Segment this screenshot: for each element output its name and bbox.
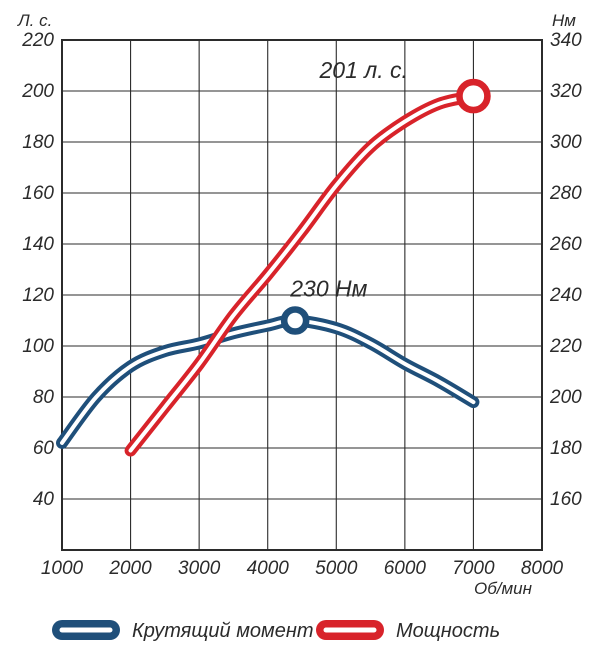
y-right-tick: 240 — [549, 285, 582, 306]
y-left-tick: 80 — [33, 387, 55, 408]
y-left-tick: 160 — [22, 183, 54, 204]
series-power-marker — [459, 82, 487, 110]
y-left-tick: 120 — [22, 285, 54, 306]
x-tick: 4000 — [247, 558, 290, 579]
x-axis-label: Об/мин — [474, 579, 533, 598]
y-right-axis-label: Нм — [552, 11, 576, 30]
y-right-tick: 200 — [549, 387, 582, 408]
legend-label-torque: Крутящий момент — [132, 620, 314, 642]
y-right-tick: 340 — [550, 30, 582, 51]
power-peak-label: 201 л. с. — [319, 57, 408, 83]
x-tick: 2000 — [108, 558, 152, 579]
x-tick: 1000 — [41, 558, 84, 579]
y-left-tick: 60 — [33, 438, 55, 459]
series-group — [62, 82, 487, 450]
y-left-tick: 140 — [22, 234, 54, 255]
y-right-tick: 160 — [550, 489, 582, 510]
x-tick: 6000 — [384, 558, 427, 579]
series-torque-marker — [284, 310, 306, 332]
y-right-tick: 320 — [550, 81, 582, 102]
y-right-tick: 280 — [549, 183, 582, 204]
y-right-tick: 300 — [550, 132, 582, 153]
y-left-tick: 220 — [21, 30, 54, 51]
y-left-tick: 100 — [22, 336, 54, 357]
legend-label-power: Мощность — [396, 620, 500, 642]
y-right-tick: 180 — [550, 438, 582, 459]
y-left-tick: 40 — [33, 489, 55, 510]
x-tick: 3000 — [178, 558, 221, 579]
y-left-tick: 180 — [22, 132, 54, 153]
x-tick: 5000 — [315, 558, 358, 579]
x-tick: 7000 — [452, 558, 495, 579]
x-tick: 8000 — [521, 558, 564, 579]
legend: Крутящий момент Мощность — [52, 620, 500, 642]
y-left-axis-label: Л. с. — [17, 11, 52, 30]
axis-ticks: 40 60 80 100 120 140 160 180 200 220 160 180 200 220 2… — [21, 30, 582, 579]
y-left-tick: 200 — [21, 81, 54, 102]
torque-peak-label: 230 Нм — [289, 276, 367, 302]
y-right-tick: 220 — [549, 336, 582, 357]
engine-curve-chart: 40 60 80 100 120 140 160 180 200 220 160 180 200 220 2… — [0, 0, 600, 663]
y-right-tick: 260 — [549, 234, 582, 255]
